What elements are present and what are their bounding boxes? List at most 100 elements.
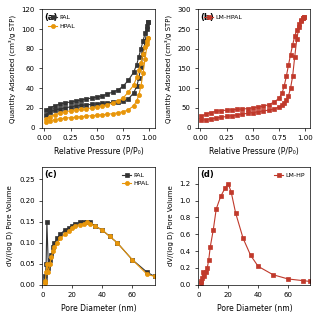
PAL [44,262,48,266]
Line: HPAL: HPAL [43,220,156,285]
LM-HPAL [220,115,223,119]
LM-HP [204,270,208,274]
Legend: LM-HP: LM-HP [272,170,307,180]
HPAL [145,272,149,276]
LM-HP [226,182,230,186]
PAL [78,220,82,224]
PAL [108,235,112,238]
LM-HP [229,190,233,194]
LM-HPAL [225,115,228,118]
PAL [43,279,46,283]
HPAL [116,111,120,115]
LM-HPAL [256,110,260,114]
HPAL [106,112,109,116]
HPAL [68,229,71,233]
PAL [48,258,52,261]
HPAL [137,93,141,97]
PAL [130,258,134,261]
PAL [145,27,149,31]
LM-HPAL [297,25,301,29]
HPAL [43,281,46,285]
Line: LM-HP: LM-HP [198,181,313,285]
LM-HPAL [240,112,244,116]
PAL [115,241,119,244]
LM-HPAL [267,108,270,112]
LM-HPAL [291,75,294,78]
LM-HPAL [272,107,276,111]
Legend: LM-HPAL: LM-HPAL [201,12,244,23]
PAL [55,236,59,240]
HPAL [55,241,59,244]
HPAL [44,120,47,124]
LM-HP [202,275,206,278]
PAL [63,228,67,232]
PAL [84,103,88,107]
HPAL [69,116,73,120]
LM-HP [219,194,223,198]
HPAL [44,279,47,283]
LM-HP [205,266,209,270]
PAL [137,76,141,80]
LM-HPAL [299,19,303,23]
HPAL [85,220,89,224]
HPAL [78,223,82,227]
PAL [85,220,89,224]
HPAL [74,115,78,119]
Y-axis label: dV/(log D) Pore Volume: dV/(log D) Pore Volume [7,186,13,266]
Y-axis label: Quantity Adsorbed (cm³/g STP): Quantity Adsorbed (cm³/g STP) [164,14,172,123]
PAL [82,220,86,224]
LM-HPAL [284,98,288,102]
LM-HP [234,211,237,215]
LM-HPAL [246,111,250,115]
X-axis label: Pore Diameter (nm): Pore Diameter (nm) [61,304,136,313]
HPAL [126,108,130,112]
PAL [116,100,120,104]
HPAL [121,110,125,114]
LM-HP [301,279,305,283]
PAL [48,110,52,114]
LM-HP [223,186,227,190]
LM-HPAL [301,16,305,20]
HPAL [130,258,134,261]
PAL [135,84,139,88]
HPAL [84,114,88,118]
HPAL [143,57,147,60]
PAL [68,226,71,230]
LM-HPAL [282,101,286,105]
LM-HPAL [280,104,284,108]
PAL [59,232,62,236]
LM-HPAL [230,114,234,118]
HPAL [63,232,67,236]
HPAL [100,228,104,232]
Text: (d): (d) [201,170,214,179]
PAL [73,222,77,226]
HPAL [52,245,56,249]
LM-HP [207,258,211,261]
HPAL [51,249,55,253]
LM-HPAL [286,94,290,98]
HPAL [45,262,49,266]
Legend: PAL, HPAL: PAL, HPAL [45,12,77,31]
LM-HPAL [209,117,213,121]
PAL [64,106,68,110]
PAL [106,101,109,105]
PAL [126,97,130,101]
HPAL [70,226,74,230]
HPAL [88,222,92,226]
Text: (a): (a) [44,13,58,22]
LM-HP [214,207,218,211]
PAL [139,65,143,68]
Line: LM-HPAL: LM-HPAL [199,14,306,123]
HPAL [46,270,50,274]
HPAL [145,42,149,46]
PAL [111,100,115,104]
PAL [132,91,135,95]
HPAL [115,241,119,244]
X-axis label: Relative Pressure (P/P₀): Relative Pressure (P/P₀) [53,147,143,156]
LM-HPAL [214,116,218,120]
Legend: PAL, HPAL: PAL, HPAL [119,170,151,189]
LM-HPAL [295,37,299,41]
LM-HP [201,270,205,274]
Text: (b): (b) [201,13,214,22]
PAL [145,270,149,274]
